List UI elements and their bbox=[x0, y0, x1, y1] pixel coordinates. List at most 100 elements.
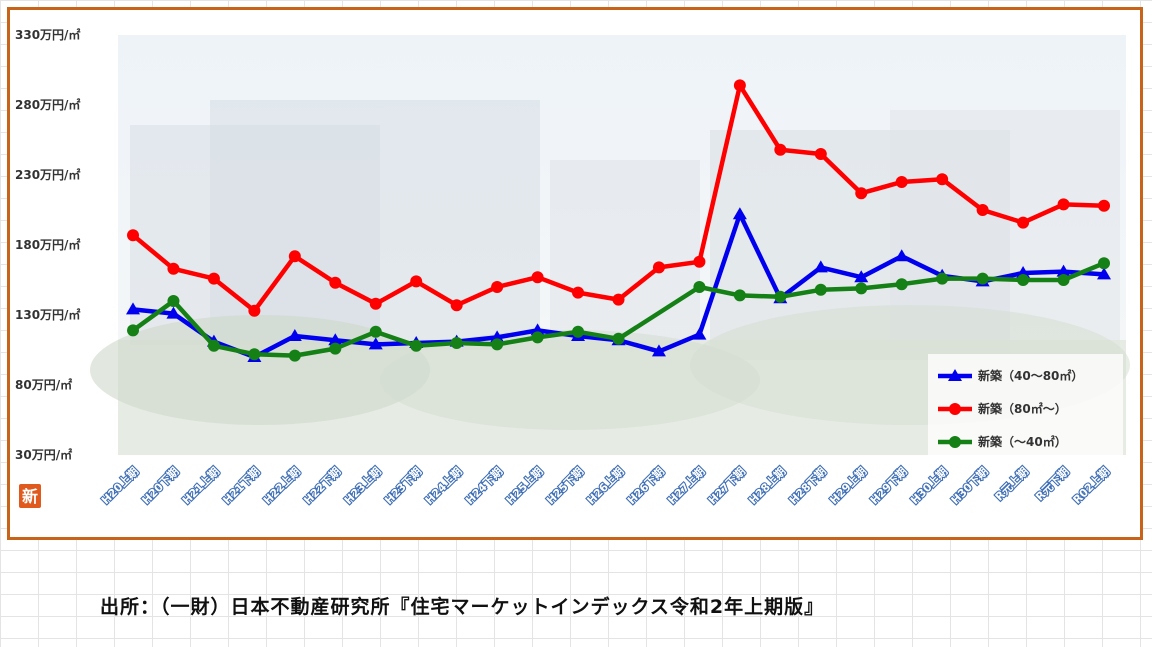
x-tick-label: R元上期 bbox=[992, 464, 1031, 503]
y-tick-label: 180万円/㎡ bbox=[15, 237, 80, 252]
line-chart: 330万円/㎡ 280万円/㎡ 230万円/㎡ 180万円/㎡ 130万円/㎡ 80万円/… bbox=[15, 27, 1130, 508]
data-point bbox=[207, 272, 220, 285]
x-tick-label: H29上期 bbox=[827, 464, 870, 507]
data-point bbox=[368, 337, 383, 350]
data-point bbox=[774, 290, 787, 303]
data-point bbox=[410, 275, 423, 288]
data-point bbox=[167, 262, 180, 275]
data-point bbox=[612, 293, 625, 306]
y-tick-label: 80万円/㎡ bbox=[15, 377, 72, 392]
data-point bbox=[572, 325, 585, 338]
legend-box bbox=[928, 354, 1123, 456]
source-note: 出所：（一財）日本不動産研究所『住宅マーケットインデックス令和2年上期版』 bbox=[100, 596, 825, 618]
data-point bbox=[894, 249, 909, 262]
data-point bbox=[288, 250, 301, 263]
plot-background bbox=[90, 35, 1130, 455]
data-point bbox=[1017, 216, 1030, 229]
series-2 bbox=[127, 79, 1110, 317]
data-point bbox=[531, 271, 544, 284]
data-point bbox=[733, 289, 746, 302]
data-point bbox=[936, 272, 949, 285]
data-point bbox=[491, 338, 504, 351]
data-point bbox=[976, 204, 989, 216]
x-tick-label: H25下期 bbox=[543, 464, 586, 507]
x-tick-label: H21上期 bbox=[179, 464, 222, 507]
x-tick-label: H21下期 bbox=[220, 464, 263, 507]
x-tick-label: H20上期 bbox=[98, 464, 141, 507]
data-point bbox=[855, 187, 868, 200]
data-point bbox=[166, 306, 181, 319]
data-point bbox=[1057, 198, 1070, 211]
badge-text: 新 bbox=[22, 487, 38, 506]
x-tick-label: H26上期 bbox=[584, 464, 627, 507]
data-point bbox=[248, 348, 261, 361]
x-tick-label: H22下期 bbox=[301, 464, 344, 507]
data-point bbox=[207, 339, 220, 352]
x-tick-label: H24上期 bbox=[422, 464, 465, 507]
x-tick-label: H22上期 bbox=[260, 464, 303, 507]
data-point bbox=[329, 276, 342, 289]
y-tick-label: 30万円/㎡ bbox=[15, 447, 72, 462]
x-tick-label: H29下期 bbox=[867, 464, 910, 507]
data-point bbox=[652, 261, 665, 274]
x-tick-label: H24下期 bbox=[462, 464, 505, 507]
data-point bbox=[732, 207, 747, 220]
legend: 新築（40～80㎡） 新築（80㎡～） 新築（～40㎡） bbox=[928, 354, 1123, 456]
data-point bbox=[814, 283, 827, 296]
data-point bbox=[1057, 274, 1070, 286]
x-tick-label: H30上期 bbox=[907, 464, 950, 507]
logo-badge: 新 bbox=[19, 484, 41, 508]
data-point bbox=[329, 342, 342, 355]
data-point bbox=[572, 286, 585, 299]
x-tick-label: H20下期 bbox=[139, 464, 182, 507]
data-point bbox=[936, 173, 949, 186]
data-point bbox=[369, 297, 382, 310]
data-point bbox=[895, 176, 908, 188]
x-tick-label: H26下期 bbox=[624, 464, 667, 507]
x-tick-label: R元下期 bbox=[1032, 464, 1071, 503]
data-point bbox=[612, 332, 625, 345]
data-point bbox=[1056, 264, 1071, 277]
data-point bbox=[733, 79, 746, 92]
chart-frame: 330万円/㎡ 280万円/㎡ 230万円/㎡ 180万円/㎡ 130万円/㎡ 80万円/… bbox=[7, 7, 1143, 540]
data-point bbox=[491, 281, 504, 293]
y-tick-label: 330万円/㎡ bbox=[15, 27, 80, 42]
series-3 bbox=[127, 257, 1110, 362]
data-point bbox=[854, 270, 869, 283]
data-point bbox=[895, 278, 908, 291]
data-point bbox=[127, 229, 139, 242]
series-line bbox=[130, 260, 1107, 358]
y-tick-label: 130万円/㎡ bbox=[15, 307, 80, 322]
legend-label: 新築（80㎡～） bbox=[978, 401, 1067, 416]
data-point bbox=[1098, 199, 1110, 212]
x-tick-label: H30下期 bbox=[948, 464, 991, 507]
data-point bbox=[531, 331, 544, 344]
x-tick-label: H23上期 bbox=[341, 464, 384, 507]
y-tick-label: 280万円/㎡ bbox=[15, 97, 80, 112]
data-point bbox=[813, 260, 828, 273]
x-tick-label: H27上期 bbox=[665, 464, 708, 507]
data-point bbox=[651, 344, 666, 357]
legend-marker bbox=[948, 369, 962, 381]
data-point bbox=[530, 323, 545, 336]
data-point bbox=[287, 329, 302, 341]
legend-label: 新築（～40㎡） bbox=[978, 434, 1067, 449]
data-point bbox=[693, 281, 706, 293]
legend-label: 新築（40～80㎡） bbox=[978, 368, 1083, 383]
data-point bbox=[1098, 257, 1110, 270]
data-point bbox=[450, 337, 463, 349]
data-point bbox=[167, 295, 180, 307]
data-point bbox=[410, 339, 423, 352]
data-point bbox=[693, 255, 706, 268]
data-point bbox=[1097, 267, 1111, 280]
data-point bbox=[976, 272, 989, 285]
data-point bbox=[328, 333, 343, 346]
x-tick-label: R02上期 bbox=[1070, 464, 1112, 506]
data-point bbox=[490, 330, 505, 343]
data-point bbox=[127, 324, 139, 337]
data-point bbox=[369, 325, 382, 338]
data-point bbox=[814, 148, 827, 160]
x-tick-label: H28上期 bbox=[746, 464, 789, 507]
x-tick-label: H23下期 bbox=[382, 464, 425, 507]
data-point bbox=[692, 327, 707, 340]
